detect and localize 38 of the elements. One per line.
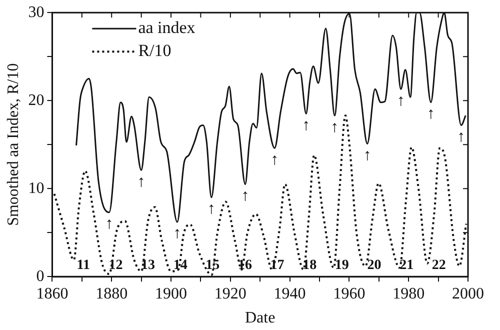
annotation: 14 <box>173 258 188 274</box>
annotation: 18 <box>302 258 317 274</box>
annotation: ↑ <box>241 187 250 204</box>
x-tick-label: 2000 <box>452 285 484 302</box>
annotation: ↑ <box>207 200 216 218</box>
x-tick-label: 1940 <box>274 285 306 302</box>
annotation: ↑ <box>457 128 466 146</box>
annotation: ↑ <box>105 216 114 233</box>
x-axis-title: Date <box>245 310 276 327</box>
annotation: 13 <box>141 258 156 274</box>
legend-label: R/10 <box>138 41 172 60</box>
annotation: 20 <box>367 258 382 274</box>
annotation: ↑ <box>270 151 279 168</box>
annotation: 11 <box>76 258 90 274</box>
annotation: ↑ <box>363 146 372 164</box>
annotation: ↑ <box>396 92 405 110</box>
annotation: ↑ <box>302 117 310 134</box>
annotation: ↑ <box>137 173 146 190</box>
annotation: ↑ <box>426 106 435 123</box>
y-tick-label: 10 <box>28 180 44 197</box>
x-tick-label: 1860 <box>36 285 68 302</box>
x-tick-label: 1960 <box>333 285 366 302</box>
legend-label: aa index <box>138 18 196 38</box>
annotation: 21 <box>400 258 414 274</box>
y-tick-label: 20 <box>28 92 44 109</box>
x-tick-label: 1880 <box>96 285 128 302</box>
annotation: ↑ <box>330 118 339 136</box>
y-tick-label: 0 <box>36 268 44 285</box>
y-tick-label: 30 <box>28 4 44 21</box>
x-tick-label: 1900 <box>155 285 187 302</box>
annotation: ↑ <box>173 225 182 242</box>
x-tick-label: 1920 <box>214 285 246 302</box>
annotation: 15 <box>206 258 220 274</box>
annotation: 16 <box>238 258 252 274</box>
annotation: 22 <box>432 258 446 274</box>
y-axis-title: Smoothed aa Index, R/10 <box>4 63 22 226</box>
x-tick-label: 1980 <box>392 285 425 302</box>
annotation: 19 <box>334 258 349 274</box>
